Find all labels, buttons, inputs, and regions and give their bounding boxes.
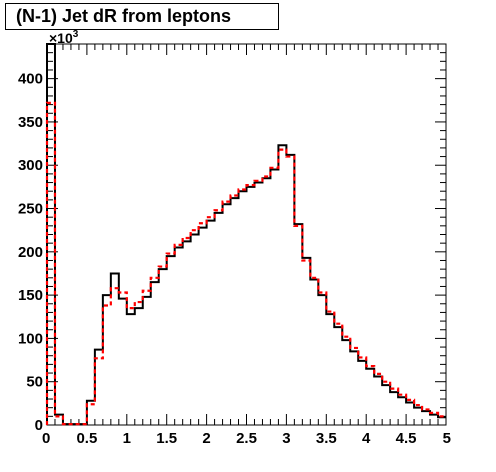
y-multiplier-exponent: 3 <box>73 29 79 40</box>
y-tick-label: 200 <box>18 244 43 261</box>
y-tick-label: 350 <box>18 114 43 131</box>
y-tick-label: 50 <box>26 374 43 391</box>
x-tick-label: 1.5 <box>156 430 177 447</box>
series-layer <box>45 43 446 426</box>
y-multiplier-label: ×103 <box>49 29 79 46</box>
y-multiplier-base: ×10 <box>49 30 73 46</box>
series-dashed-red-line <box>45 101 446 426</box>
x-tick-label: 1 <box>123 430 131 447</box>
chart-title: (N-1) Jet dR from leptons <box>5 3 279 30</box>
x-axis-ticks: 0 0.5 1 1.5 2 2.5 3 3.5 4 4.5 5 <box>42 44 451 447</box>
x-tick-label: 3 <box>282 430 290 447</box>
y-axis-ticks: 0 50 100 150 200 250 300 350 400 <box>18 43 446 434</box>
x-tick-label: 4 <box>362 430 371 447</box>
x-tick-label: 0.5 <box>76 430 97 447</box>
y-tick-label: 400 <box>18 71 43 88</box>
x-tick-label: 3.5 <box>316 430 337 447</box>
x-tick-label: 0 <box>42 430 50 447</box>
y-tick-label: 100 <box>18 330 43 347</box>
y-tick-label: 250 <box>18 201 43 218</box>
x-tick-label: 5 <box>443 430 451 447</box>
plot-frame <box>46 43 447 426</box>
x-tick-label: 4.5 <box>396 430 417 447</box>
x-tick-label: 2 <box>202 430 210 447</box>
y-tick-label: 300 <box>18 157 43 174</box>
x-tick-label: 2.5 <box>236 430 257 447</box>
series-solid-black-line <box>46 43 446 426</box>
y-tick-label: 0 <box>35 417 43 434</box>
y-tick-label: 150 <box>18 287 43 304</box>
